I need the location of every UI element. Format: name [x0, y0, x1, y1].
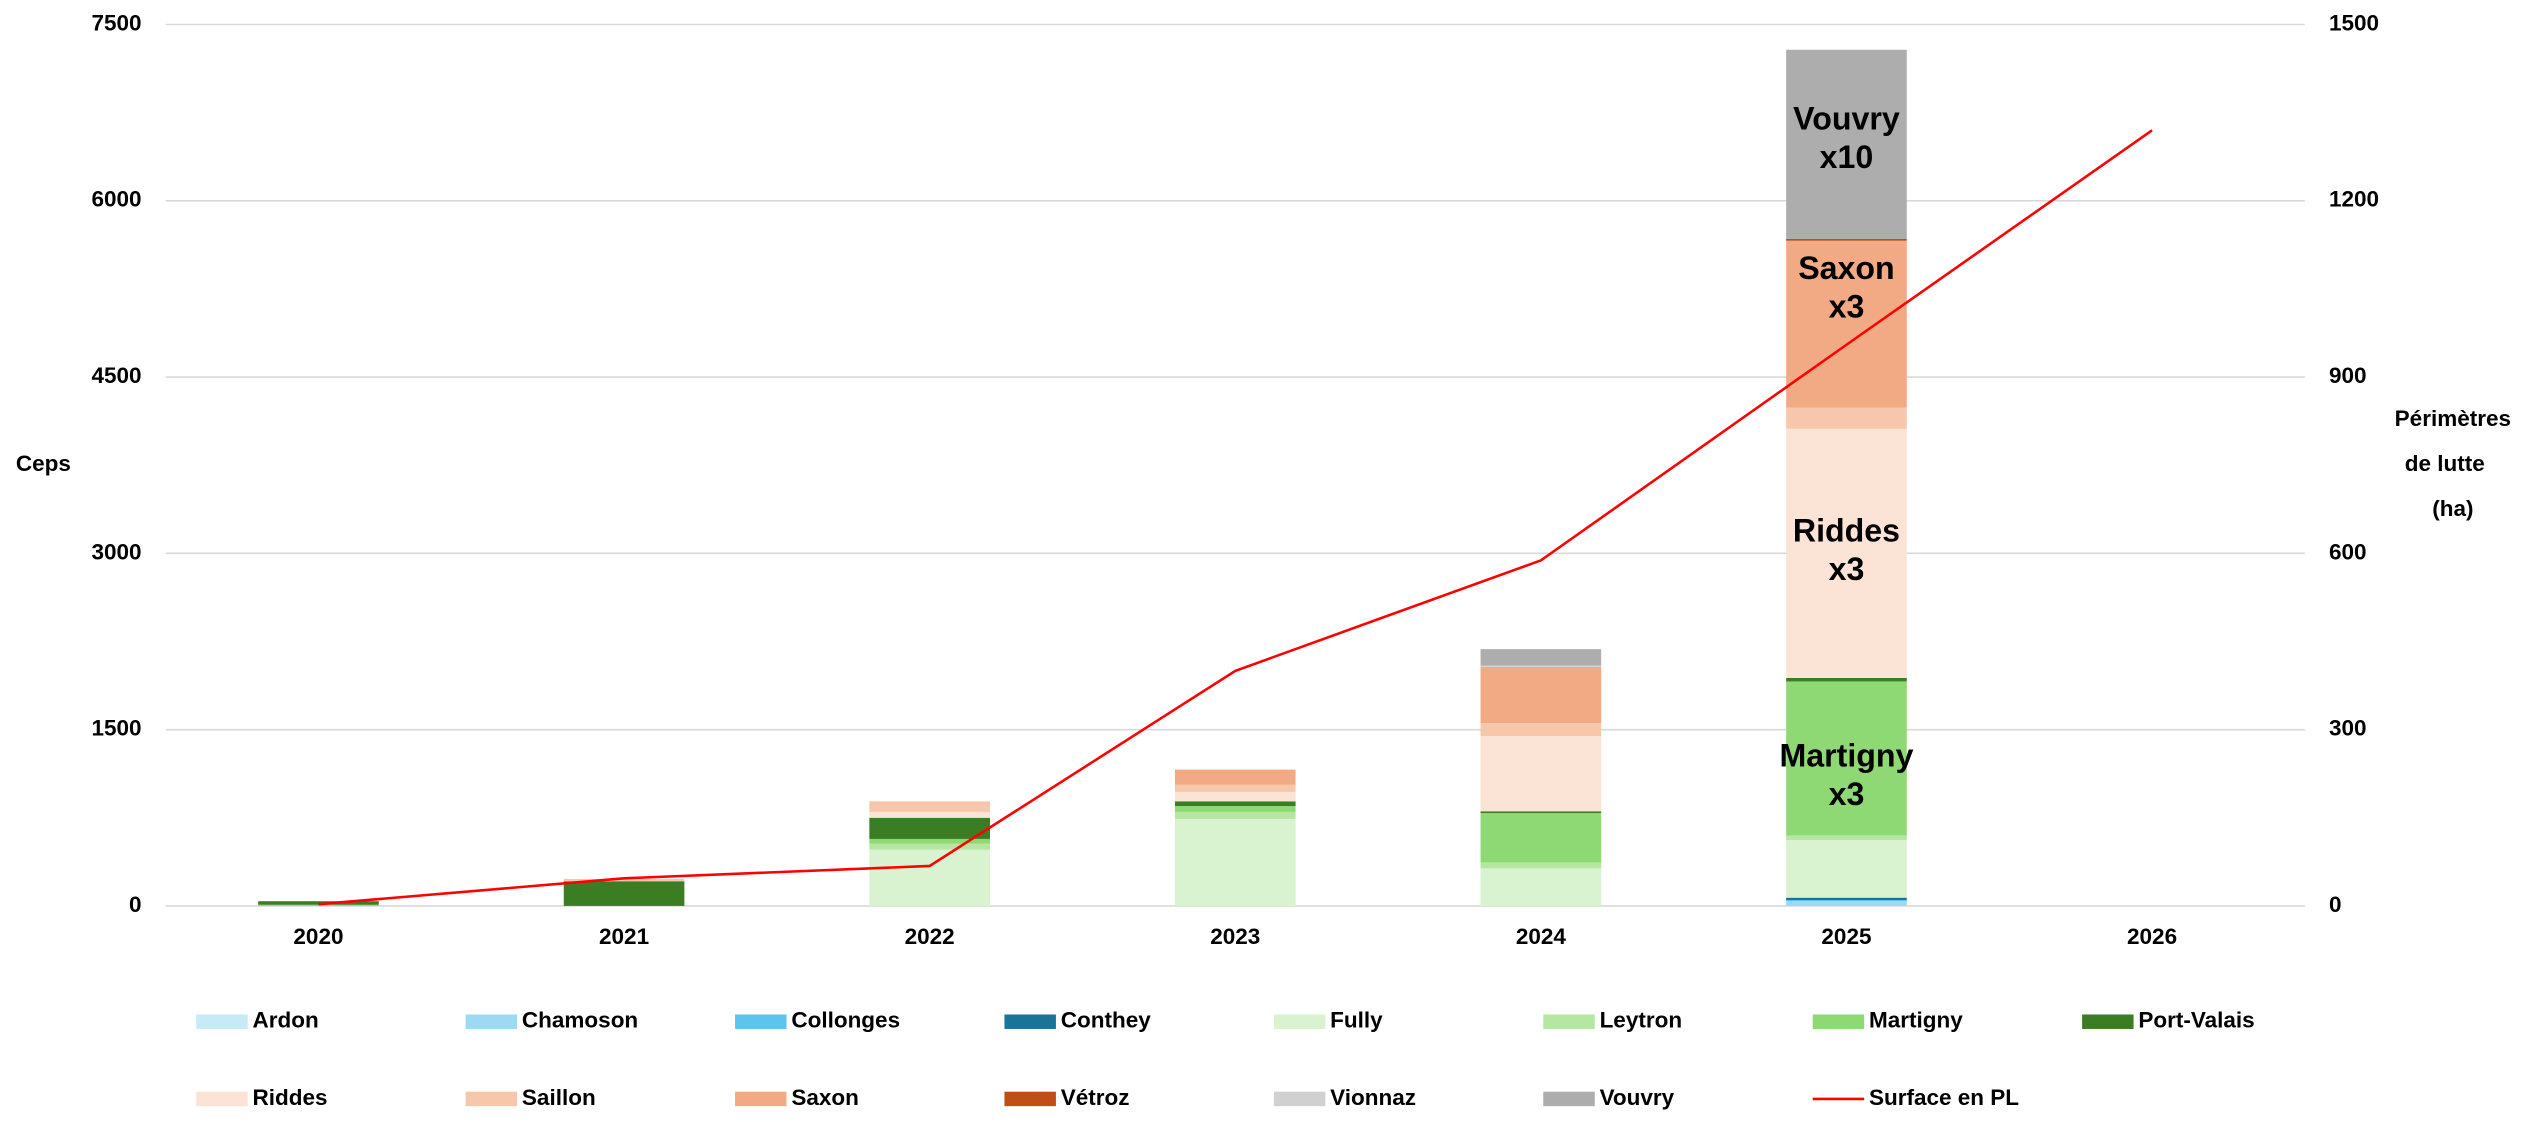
annotation: Martigny: [1779, 737, 1913, 773]
y-tick-label: 7500: [91, 10, 141, 35]
y-tick-label: 3000: [91, 539, 141, 564]
bar-segment: [1174, 811, 1296, 819]
legend-label: Saillon: [522, 1085, 596, 1110]
annotation: x3: [1829, 289, 1865, 325]
bar-segment: [258, 904, 379, 906]
legend-label: Ardon: [253, 1008, 319, 1033]
bar-segment: [1786, 681, 1907, 836]
legend-swatch: [1273, 1014, 1326, 1029]
bar-segment: [1174, 791, 1296, 802]
legend-swatch: [1004, 1091, 1056, 1107]
bar-segment: [1480, 868, 1602, 906]
legend-label: Vouvry: [1600, 1085, 1675, 1110]
legend-label: Vétroz: [1061, 1085, 1130, 1110]
x-tick-label: 2020: [293, 924, 343, 949]
legend-label: Surface en PL: [1869, 1085, 2019, 1110]
legend-label: Port-Valais: [2138, 1008, 2254, 1033]
legend-label: Martigny: [1869, 1008, 1963, 1033]
y2-tick-label: 1200: [2329, 187, 2379, 212]
legend-label: Chamoson: [522, 1008, 638, 1033]
bar-segment: [1786, 428, 1907, 678]
legend-label: Fully: [1330, 1008, 1383, 1033]
y-tick-label: 0: [129, 892, 142, 917]
legend-swatch: [1812, 1014, 1865, 1029]
bar-segment: [563, 881, 685, 906]
y2-axis-label: Périmètres: [2395, 406, 2511, 431]
x-tick-label: 2021: [599, 924, 649, 949]
legend-swatch: [1004, 1014, 1056, 1029]
bar-segment: [1786, 900, 1907, 902]
y-tick-label: 6000: [91, 187, 141, 212]
annotation: Vouvry: [1793, 101, 1900, 137]
bar-segment: [1174, 801, 1296, 807]
bar-segment: [1174, 818, 1296, 906]
bar-segment: [1786, 49, 1907, 239]
x-tick-label: 2026: [2127, 924, 2177, 949]
legend-swatch: [465, 1014, 518, 1029]
y-tick-label: 1500: [91, 716, 141, 741]
bar-segment: [1480, 665, 1602, 667]
legend-swatch: [735, 1091, 787, 1107]
bar-segment: [1786, 901, 1907, 906]
bar-segment: [1174, 769, 1296, 785]
bar-segment: [1174, 806, 1296, 812]
y-axis-label: Ceps: [16, 451, 71, 476]
legend-swatch: [1543, 1014, 1595, 1029]
bar-segment: [1786, 407, 1907, 429]
legend-swatch: [1543, 1091, 1595, 1107]
bar-segment: [1786, 240, 1907, 408]
x-tick-label: 2022: [905, 924, 955, 949]
legend-label: Riddes: [253, 1085, 328, 1110]
annotation: x10: [1820, 139, 1874, 175]
bar-segment: [1480, 811, 1602, 814]
annotation: Riddes: [1793, 512, 1900, 548]
bar-segment: [869, 817, 990, 839]
legend-label: Saxon: [791, 1085, 859, 1110]
legend-swatch: [196, 1014, 248, 1029]
bar-segment: [1786, 840, 1907, 898]
bar-segment: [1480, 736, 1602, 812]
bar-segment: [1480, 813, 1602, 863]
legend-swatch: [735, 1014, 787, 1029]
y2-tick-label: 1500: [2329, 10, 2379, 35]
x-tick-label: 2024: [1516, 924, 1567, 949]
bar-segment: [1480, 649, 1602, 666]
bar-segment: [1480, 862, 1602, 869]
y-tick-label: 4500: [91, 363, 141, 388]
annotation: x3: [1829, 776, 1865, 812]
bar-segment: [1786, 238, 1907, 241]
legend-label: Vionnaz: [1330, 1085, 1416, 1110]
bar-segment: [563, 878, 685, 882]
x-tick-label: 2025: [1821, 924, 1871, 949]
y2-axis-label: de lutte: [2405, 451, 2485, 476]
legend-label: Leytron: [1600, 1008, 1683, 1033]
x-tick-label: 2023: [1210, 924, 1260, 949]
y2-tick-label: 600: [2329, 539, 2367, 564]
bar-segment: [869, 801, 990, 812]
bar-segment: [1480, 723, 1602, 737]
bar-segment: [869, 838, 990, 844]
bar-segment: [869, 811, 990, 818]
bar-segment: [1786, 677, 1907, 682]
y2-tick-label: 0: [2329, 892, 2342, 917]
bar-segment: [1174, 784, 1296, 792]
bar-segment: [1786, 897, 1907, 901]
legend-swatch: [196, 1091, 248, 1107]
legend-swatch: [465, 1091, 518, 1107]
bar-segment: [1480, 666, 1602, 724]
line-series: [318, 129, 2153, 906]
legend-label: Conthey: [1061, 1008, 1151, 1033]
annotation: x3: [1829, 551, 1865, 587]
legend-swatch: [1273, 1091, 1326, 1107]
y2-tick-label: 300: [2329, 716, 2367, 741]
legend-label: Collonges: [791, 1008, 900, 1033]
annotation: Saxon: [1798, 250, 1895, 286]
bar-segment: [869, 843, 990, 850]
bar-segment: [1786, 835, 1907, 841]
y2-axis-label: (ha): [2432, 496, 2473, 521]
legend-swatch: [2082, 1014, 2134, 1029]
y2-tick-label: 900: [2329, 363, 2367, 388]
bar-segment: [869, 849, 990, 906]
